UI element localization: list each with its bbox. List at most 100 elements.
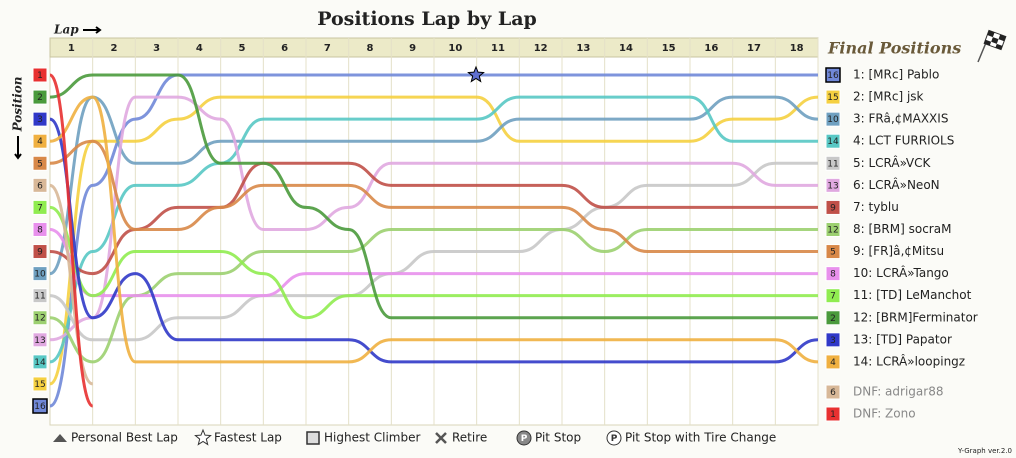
- position-line: [49, 95, 819, 386]
- final-box-number: 16: [827, 71, 839, 81]
- position-line: [49, 95, 818, 364]
- final-box: [825, 354, 841, 370]
- start-number: 7: [37, 203, 43, 213]
- final-box: [825, 406, 841, 422]
- start-number: 5: [37, 159, 43, 169]
- final-box: [825, 177, 841, 193]
- final-box: [825, 89, 841, 105]
- start-number: 9: [37, 248, 43, 258]
- start-box: [32, 266, 48, 282]
- legend-icon: [194, 428, 212, 446]
- position-line: [49, 117, 819, 364]
- flag: [977, 29, 1007, 63]
- final-name: 11: [TD] LeManchot: [853, 288, 972, 302]
- final-title: Final Positions: [827, 39, 961, 58]
- start-box: [32, 310, 48, 326]
- lap-label: 1: [68, 43, 75, 54]
- lap-label: 8: [367, 43, 374, 54]
- y-axis-label: Position: [11, 77, 25, 133]
- final-box: [825, 111, 841, 127]
- pit-icon: P: [521, 434, 528, 444]
- start-number: 15: [34, 380, 45, 390]
- lap-label: 18: [790, 43, 804, 54]
- final-box-number: 6: [830, 388, 836, 398]
- start-box: [32, 354, 48, 370]
- final-name: 12: [BRM]Ferminator: [853, 310, 978, 324]
- legend-icon: [53, 434, 67, 442]
- position-line: [49, 95, 819, 276]
- final-name: 1: [MRc] Pablo: [853, 68, 939, 82]
- start-number: 12: [34, 314, 45, 324]
- start-box: [32, 244, 48, 260]
- final-name: 14: LCRÂ»loopingz: [853, 353, 965, 368]
- position-line: [49, 227, 818, 364]
- start-number: 1: [37, 71, 43, 81]
- lap-label: 4: [196, 43, 203, 54]
- pit-icon: P: [611, 434, 618, 444]
- lap-label: 16: [704, 43, 718, 54]
- version: Y-Graph ver.2.0: [957, 447, 1012, 455]
- start-number: 13: [34, 336, 45, 346]
- lap-label: 7: [324, 43, 331, 54]
- final-box: [825, 332, 841, 348]
- final-box: [825, 155, 841, 171]
- position-line: [49, 95, 818, 342]
- final-box-number: 1: [830, 410, 836, 420]
- start-box: [32, 199, 48, 215]
- start-box: [32, 221, 48, 237]
- start-number: 16: [34, 402, 46, 412]
- start-number: 6: [37, 181, 43, 191]
- position-line: [49, 205, 818, 320]
- position-line: [49, 73, 818, 320]
- legend-icon: [516, 430, 532, 446]
- start-number: 14: [34, 358, 46, 368]
- final-name: 7: tyblu: [853, 200, 899, 214]
- start-box: [32, 398, 48, 414]
- chart-title: Positions Lap by Lap: [317, 8, 537, 30]
- position-line: [49, 161, 818, 342]
- final-name: 3: FRâ‚¢MAXXIS: [853, 112, 948, 126]
- final-box: [825, 67, 841, 83]
- start-number: 3: [37, 115, 43, 125]
- position-line: [49, 95, 819, 364]
- position-line: [49, 73, 818, 408]
- lap-label: 9: [409, 43, 416, 54]
- position-line: [49, 139, 818, 254]
- final-box: [825, 133, 841, 149]
- legend-label: Pit Stop: [535, 431, 581, 445]
- start-box: [32, 177, 48, 193]
- final-name: DNF: adrigar88: [853, 385, 943, 399]
- final-box-number: 11: [827, 159, 838, 169]
- start-box: [32, 155, 48, 171]
- final-box-number: 15: [827, 93, 838, 103]
- legend-icon: [435, 432, 447, 444]
- lines: [48, 73, 819, 408]
- final-name: 10: LCRÂ»Tango: [853, 265, 949, 280]
- final-box-number: 12: [827, 225, 838, 235]
- position-line: [49, 161, 818, 276]
- legend-icon: [606, 430, 622, 446]
- legend-label: Pit Stop with Tire Change: [625, 431, 776, 445]
- start-box: [32, 376, 48, 392]
- lap-label: 13: [576, 43, 590, 54]
- final-box-number: 14: [827, 137, 839, 147]
- legend-label: Retire: [452, 431, 487, 445]
- final-box-number: 4: [830, 358, 836, 368]
- legend-label: Personal Best Lap: [71, 431, 178, 445]
- final-name: DNF: Zono: [853, 407, 916, 421]
- final-box-number: 3: [830, 336, 836, 346]
- final-name: 13: [TD] Papator: [853, 332, 952, 346]
- position-line: [48, 73, 95, 408]
- y-arrow: [14, 136, 22, 160]
- start-box: [32, 332, 48, 348]
- lap-label: 5: [239, 43, 246, 54]
- start-number: 2: [37, 93, 43, 103]
- final-box-number: 2: [830, 314, 836, 324]
- lap-label: 10: [448, 43, 462, 54]
- final-name: 5: LCRÂ»VCK: [853, 155, 932, 170]
- final-name: 6: LCRÂ»NeoN: [853, 177, 940, 192]
- position-line: [49, 183, 94, 386]
- final-box-number: 13: [827, 181, 838, 191]
- start-box: [32, 133, 48, 149]
